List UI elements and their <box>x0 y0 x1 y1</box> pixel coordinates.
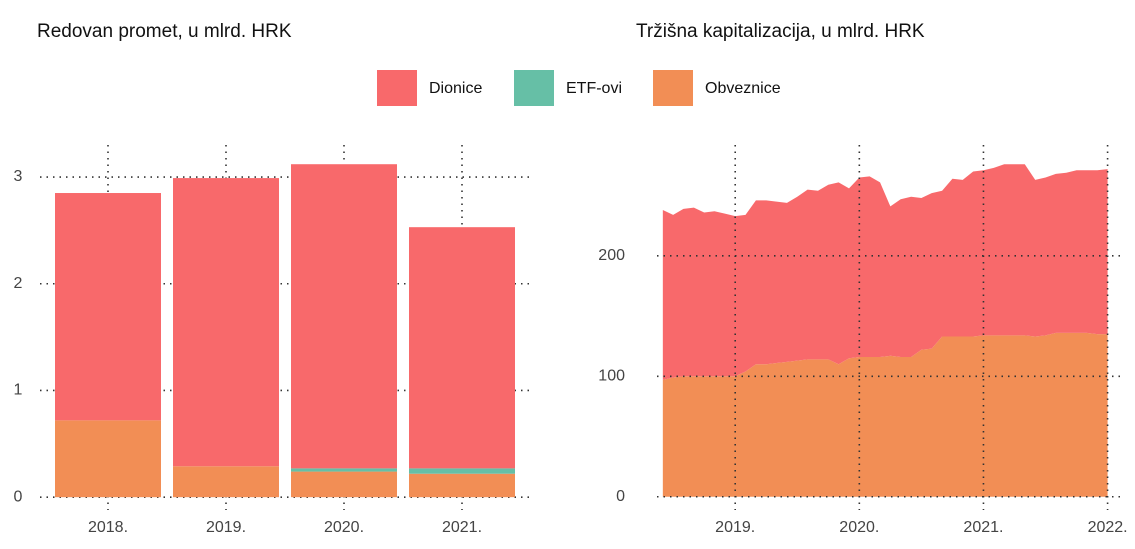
bar <box>291 468 397 472</box>
legend: Dionice ETF-ovi Obveznice <box>377 70 781 106</box>
legend-label: Dionice <box>429 80 482 97</box>
plot: 2018. 2019. 2020. 2021. 0 1 2 3 <box>14 145 530 536</box>
y-tick-label: 0 <box>14 488 23 505</box>
x-tick-label: 2019. <box>715 519 755 536</box>
y-tick-label: 1 <box>14 382 23 399</box>
legend-label: ETF-ovi <box>566 80 622 97</box>
y-tick-label: 3 <box>14 168 23 185</box>
x-tick-label: 2020. <box>839 519 879 536</box>
y-tick-label: 100 <box>598 368 625 385</box>
bar <box>409 468 515 474</box>
x-tick-label: 2020. <box>324 519 364 536</box>
bar <box>409 227 515 469</box>
legend-swatch <box>377 70 417 106</box>
y-tick-label: 200 <box>598 247 625 264</box>
x-tick-label: 2022. <box>1088 519 1128 536</box>
x-tick-label: 2021. <box>963 519 1003 536</box>
bar <box>55 193 161 421</box>
area <box>662 332 1108 497</box>
legend-swatch <box>514 70 554 106</box>
bar <box>173 178 279 467</box>
y-tick-label: 2 <box>14 275 23 292</box>
plot: 0 100 200 2019. 2020. 2021. 2022. <box>598 145 1128 536</box>
x-tick-label: 2018. <box>88 519 128 536</box>
bar <box>291 164 397 469</box>
bar <box>173 466 279 498</box>
bar <box>291 471 397 498</box>
y-tick-label: 0 <box>616 488 625 505</box>
chart-title: Tržišna kapitalizacija, u mlrd. HRK <box>636 21 925 42</box>
x-tick-label: 2021. <box>442 519 482 536</box>
legend-swatch <box>653 70 693 106</box>
legend-label: Obveznice <box>705 80 781 97</box>
x-tick-label: 2019. <box>206 519 246 536</box>
bar <box>55 420 161 498</box>
bar <box>409 473 515 498</box>
chart-title: Redovan promet, u mlrd. HRK <box>37 21 292 42</box>
area <box>662 164 1108 380</box>
